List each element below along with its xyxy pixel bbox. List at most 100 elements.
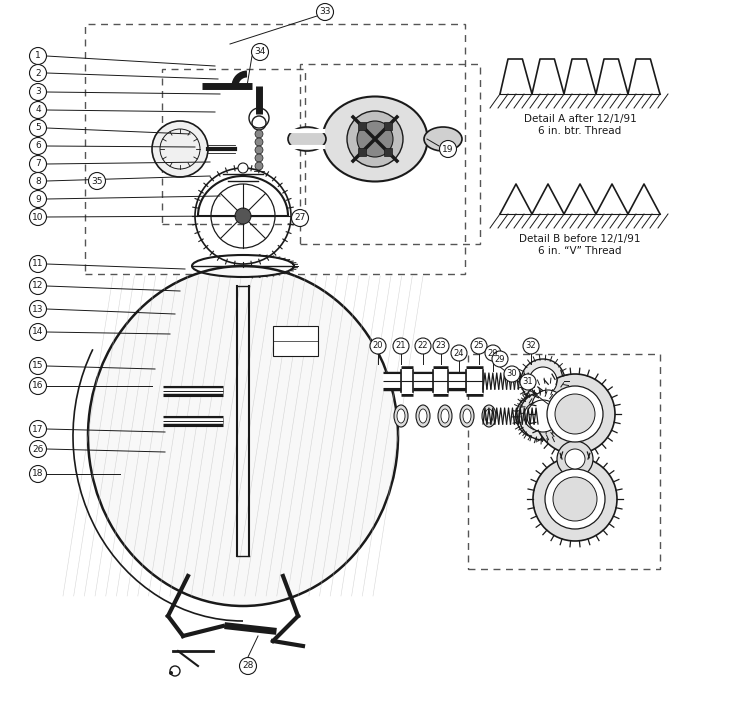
Text: 16: 16 [32,382,44,390]
Circle shape [357,121,393,157]
Circle shape [317,4,333,20]
Text: 8: 8 [35,177,41,185]
Circle shape [393,338,409,354]
Circle shape [152,121,208,177]
Ellipse shape [485,409,493,423]
Circle shape [238,163,248,173]
Text: 25: 25 [474,342,484,350]
Circle shape [492,351,508,367]
Text: 4: 4 [35,106,41,114]
Circle shape [29,83,47,101]
Circle shape [545,469,605,529]
Text: Detail B before 12/1/91
6 in. “V” Thread: Detail B before 12/1/91 6 in. “V” Thread [519,234,641,256]
Circle shape [527,400,559,432]
Bar [358,148,366,156]
Ellipse shape [416,405,430,427]
Circle shape [29,421,47,437]
Text: Detail A after 12/1/91
6 in. btr. Thread: Detail A after 12/1/91 6 in. btr. Thread [523,114,636,135]
Bar [273,326,318,356]
Circle shape [29,324,47,340]
Circle shape [516,394,560,438]
Circle shape [504,366,520,382]
Circle shape [524,382,572,430]
Circle shape [29,64,47,82]
Circle shape [555,394,595,434]
Bar [162,69,305,224]
Circle shape [89,172,105,190]
Circle shape [523,338,539,354]
Circle shape [565,449,585,469]
Text: 34: 34 [254,48,265,56]
Text: 7: 7 [35,159,41,169]
Circle shape [519,392,567,440]
Circle shape [451,345,467,361]
Circle shape [29,277,47,295]
Bar [384,148,392,156]
Circle shape [29,190,47,208]
Circle shape [29,209,47,225]
Text: 12: 12 [32,282,44,290]
Bar [300,64,480,244]
Text: 20: 20 [373,342,384,350]
Ellipse shape [460,405,474,427]
Text: 35: 35 [91,177,103,185]
Circle shape [255,146,263,154]
Ellipse shape [288,127,326,151]
Text: 19: 19 [442,145,453,153]
Text: 1: 1 [35,51,41,61]
Bar [468,354,660,569]
Text: 6: 6 [35,141,41,151]
Circle shape [29,48,47,64]
Ellipse shape [441,409,449,423]
Circle shape [29,256,47,272]
Circle shape [29,466,47,482]
Text: 2: 2 [35,69,41,77]
Text: 21: 21 [396,342,406,350]
Circle shape [29,300,47,318]
Circle shape [29,358,47,374]
Text: 27: 27 [294,214,305,222]
Circle shape [251,43,268,61]
Circle shape [169,671,173,675]
Circle shape [29,440,47,458]
Circle shape [29,172,47,190]
Circle shape [235,208,251,224]
Circle shape [255,138,263,146]
Text: 14: 14 [32,327,44,337]
Circle shape [533,457,617,541]
Text: 28: 28 [242,662,253,670]
Text: 10: 10 [32,213,44,222]
Circle shape [29,101,47,119]
Circle shape [520,374,536,390]
Ellipse shape [397,409,405,423]
Ellipse shape [438,405,452,427]
Ellipse shape [88,266,398,606]
Text: 29: 29 [495,355,505,363]
Text: 3: 3 [35,88,41,96]
Circle shape [255,154,263,162]
Bar [85,24,465,274]
Circle shape [535,374,615,454]
Text: 24: 24 [453,348,464,358]
Circle shape [471,338,487,354]
Bar [384,122,392,130]
Text: 30: 30 [507,369,517,379]
Ellipse shape [323,96,427,182]
Text: 17: 17 [32,424,44,434]
Text: 5: 5 [35,124,41,132]
Circle shape [29,377,47,395]
Bar [358,122,366,130]
Text: 13: 13 [32,305,44,313]
Circle shape [347,111,403,167]
Circle shape [547,386,603,442]
Text: 22: 22 [418,342,428,350]
Text: 31: 31 [523,377,533,387]
Text: 11: 11 [32,259,44,269]
Text: 18: 18 [32,469,44,479]
Text: 29: 29 [488,348,499,358]
Circle shape [255,162,263,170]
Text: 23: 23 [435,342,447,350]
Text: 32: 32 [526,342,536,350]
Circle shape [292,209,308,227]
Circle shape [433,338,449,354]
